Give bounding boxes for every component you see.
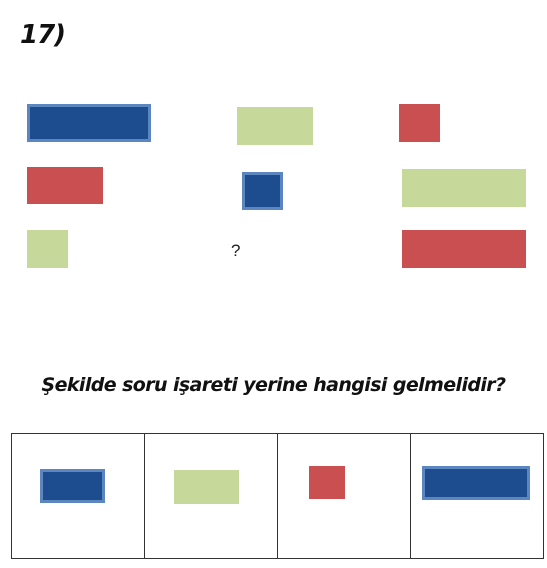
option-a-blue-rectangle xyxy=(40,469,105,503)
question-number: 17) xyxy=(20,20,66,50)
option-c-red-small-square xyxy=(309,466,345,499)
grid-red-rectangle xyxy=(27,167,103,204)
question-mark: ? xyxy=(231,241,241,260)
option-c[interactable] xyxy=(278,434,410,558)
option-b-green-rectangle xyxy=(174,470,239,504)
option-divider xyxy=(144,434,145,558)
option-a[interactable] xyxy=(12,434,144,558)
grid-blue-small-square xyxy=(242,172,283,210)
option-divider xyxy=(277,434,278,558)
option-b[interactable] xyxy=(145,434,277,558)
grid-red-small-square xyxy=(399,104,440,142)
grid-green-long-rectangle xyxy=(402,169,526,207)
grid-red-long-rectangle xyxy=(402,230,526,268)
grid-blue-long-rectangle xyxy=(27,104,151,142)
question-text: Şekilde soru işareti yerine hangisi gelm… xyxy=(41,374,507,396)
grid-green-small-square xyxy=(27,230,68,268)
option-divider xyxy=(410,434,411,558)
grid-green-rectangle xyxy=(237,107,313,145)
answer-options xyxy=(11,433,544,559)
option-d[interactable] xyxy=(411,434,543,558)
option-d-blue-long-rectangle xyxy=(422,466,530,500)
